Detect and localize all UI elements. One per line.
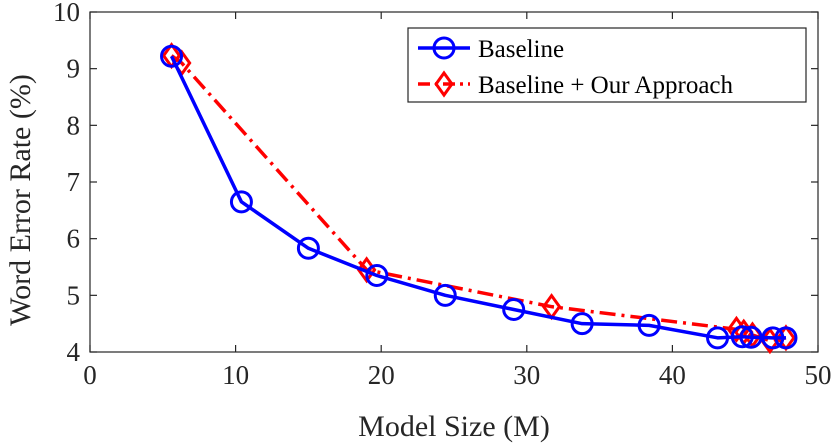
legend: Baseline Baseline + Our Approach (408, 28, 806, 102)
y-tick-label: 5 (67, 280, 81, 310)
x-tick-label: 30 (513, 360, 540, 390)
y-tick-label: 6 (67, 224, 81, 254)
x-tick-label: 0 (83, 360, 97, 390)
x-axis-title: Model Size (M) (358, 410, 550, 443)
x-tick-label: 40 (659, 360, 686, 390)
x-tick-label: 50 (805, 360, 831, 390)
y-tick-label: 8 (67, 110, 81, 140)
y-axis-title: Word Error Rate (%) (4, 74, 37, 326)
legend-label-baseline: Baseline (478, 36, 564, 63)
x-tick-label: 10 (222, 360, 249, 390)
y-tick-label: 10 (53, 0, 80, 27)
legend-label-baseline-our-approach: Baseline + Our Approach (478, 72, 734, 99)
line-chart: Word Error Rate (%) Model Size (M) 0 10 20… (0, 0, 831, 446)
x-tick-label: 20 (368, 360, 395, 390)
y-tick-label: 9 (67, 54, 81, 84)
y-tick-label: 4 (67, 337, 81, 367)
y-axis-title-group: Word Error Rate (%) (4, 74, 37, 326)
y-tick-label: 7 (67, 167, 81, 197)
